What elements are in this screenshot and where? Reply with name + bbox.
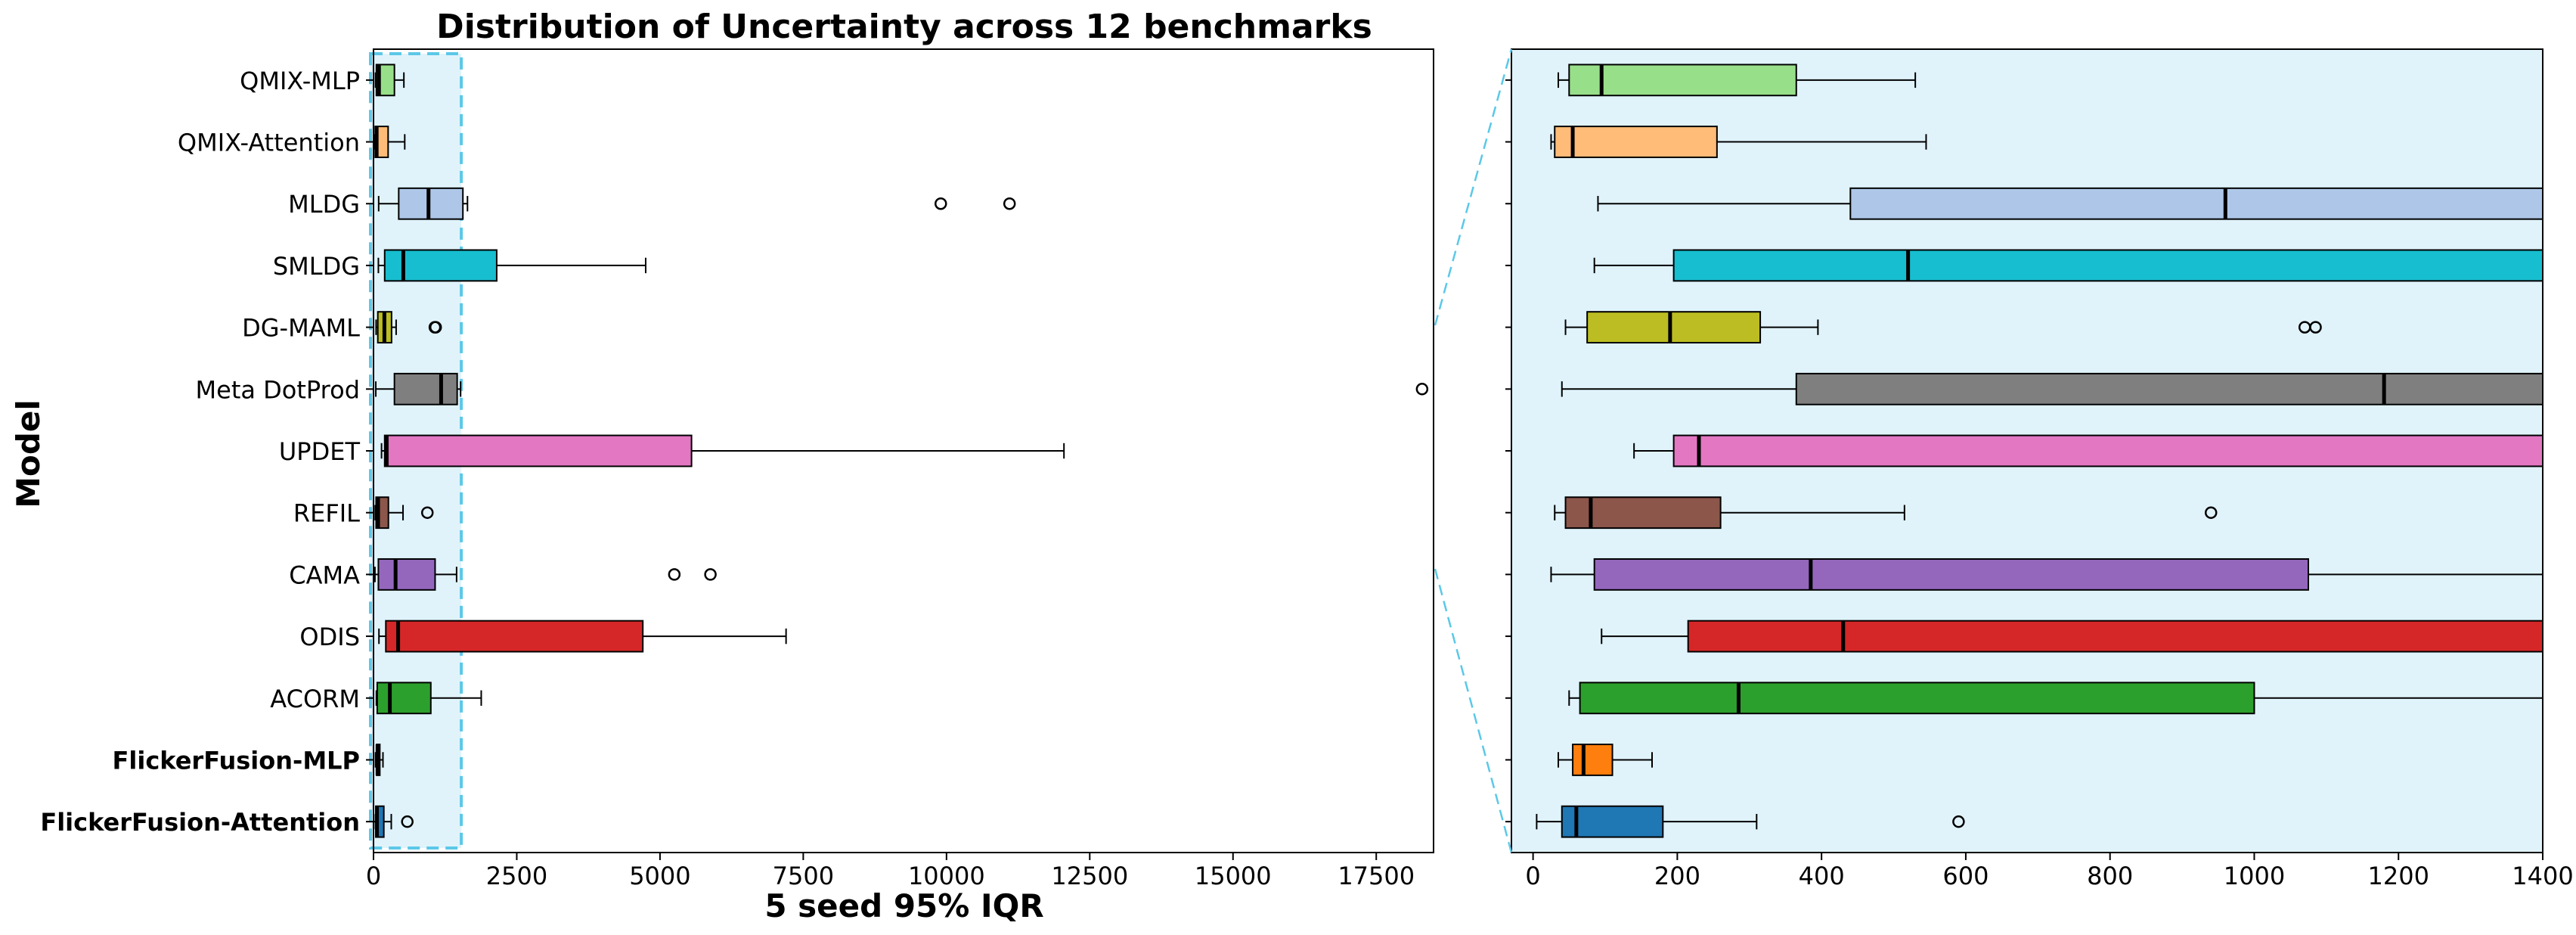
iqr-box <box>376 682 432 715</box>
main-box-dg-maml <box>375 311 442 344</box>
zoom-plot: 0 200 400 600 800 1000 1200 1400 <box>1505 48 2574 890</box>
iqr-box <box>377 558 436 591</box>
zoom-box-acorm <box>1568 682 2543 715</box>
iqr-box <box>1568 64 1797 97</box>
zoom-box-qmix-mlp <box>1558 64 1917 97</box>
outlier-point <box>2309 321 2322 334</box>
main-box-meta-dotprod <box>375 372 1429 405</box>
connector-top <box>1434 48 1513 326</box>
outlier-point <box>1952 815 1965 828</box>
main-box-refil <box>374 496 434 530</box>
outlier-point <box>401 815 414 828</box>
zoom-box-qmix-attention <box>1550 126 1927 158</box>
x-tick-label: 7500 <box>773 862 834 890</box>
zoom-box-meta-dotprod <box>1561 372 2543 405</box>
x-tick-label: 5000 <box>629 862 690 890</box>
x-tick-label: 0 <box>366 862 381 890</box>
y-tick-label: QMIX-Attention <box>178 129 360 157</box>
iqr-box <box>1687 620 2543 653</box>
outlier-point <box>704 568 717 581</box>
x-tick-label: 15000 <box>1195 862 1272 890</box>
y-tick-label: ODIS <box>299 623 360 651</box>
connector-bottom <box>1434 568 1513 853</box>
outlier-point <box>1003 197 1016 210</box>
zoom-box-odis <box>1601 620 2543 653</box>
chart-title: Distribution of Uncertainty across 12 be… <box>436 8 1372 46</box>
iqr-box <box>1849 187 2543 220</box>
main-box-acorm <box>375 682 482 715</box>
x-tick-label: 17500 <box>1338 862 1415 890</box>
main-box-cama <box>374 558 717 591</box>
main-box-flickerfusion-mlp <box>374 744 384 776</box>
zoom-x-tick-label: 1000 <box>2224 862 2285 890</box>
main-box-qmix-mlp <box>374 64 405 97</box>
zoom-x-tick-label: 1200 <box>2368 862 2429 890</box>
outlier-point <box>429 321 442 334</box>
x-tick-label: 10000 <box>908 862 985 890</box>
zoom-x-tick-label: 0 <box>1525 862 1540 890</box>
iqr-box <box>383 434 693 468</box>
zoom-x-tick-label: 800 <box>2087 862 2133 890</box>
iqr-box <box>1554 126 1718 158</box>
y-tick-label: FlickerFusion-Attention <box>40 808 360 837</box>
iqr-box <box>375 64 395 97</box>
outlier-point <box>420 506 434 519</box>
zoom-x-tick-label: 200 <box>1654 862 1700 890</box>
iqr-box <box>1672 434 2543 468</box>
outlier-point <box>2204 506 2218 519</box>
iqr-box <box>1586 311 1762 344</box>
main-box-mldg <box>377 187 1016 220</box>
main-box-odis <box>378 620 787 653</box>
zoom-box-smldg <box>1593 249 2543 282</box>
x-axis-label: 5 seed 95% IQR <box>764 887 1043 924</box>
iqr-box <box>393 372 458 405</box>
zoom-box-flickerfusion-mlp <box>1558 744 1653 776</box>
y-tick-label: UPDET <box>279 437 361 466</box>
main-box-updet <box>380 434 1065 468</box>
x-tick-label: 2500 <box>486 862 547 890</box>
x-tick-label: 12500 <box>1051 862 1128 890</box>
y-tick-label: CAMA <box>289 561 360 589</box>
iqr-box <box>1795 372 2543 405</box>
zoom-box-mldg <box>1597 187 2543 220</box>
iqr-box <box>1672 249 2543 282</box>
y-tick-label: ACORM <box>270 685 360 713</box>
main-box-smldg <box>377 249 646 282</box>
zoom-connectors <box>1434 48 1513 853</box>
iqr-box <box>398 187 464 220</box>
iqr-box <box>1572 744 1613 776</box>
iqr-box <box>1593 558 2310 591</box>
outlier-point <box>668 568 681 581</box>
y-tick-label: MLDG <box>288 190 360 219</box>
y-tick-label: SMLDG <box>273 252 360 281</box>
iqr-box <box>1579 682 2255 715</box>
zoom-box-flickerfusion-attention <box>1536 805 1965 838</box>
zoom-x-tick-label: 1400 <box>2512 862 2573 890</box>
zoom-x-tick-label: 400 <box>1799 862 1845 890</box>
outlier-point <box>1415 383 1429 396</box>
y-tick-label: DG-MAML <box>242 314 360 343</box>
iqr-box <box>385 620 644 653</box>
zoom-boxes <box>1536 64 2543 838</box>
y-tick-label: Meta DotProd <box>196 375 360 404</box>
y-tick-label: QMIX-MLP <box>240 67 360 95</box>
main-boxes <box>374 64 1429 838</box>
iqr-box <box>1564 496 1722 530</box>
iqr-box <box>1561 805 1664 838</box>
y-tick-label: REFIL <box>293 499 360 528</box>
zoom-box-cama <box>1550 558 2543 591</box>
zoom-box-refil <box>1554 496 2218 530</box>
zoom-box-dg-maml <box>1564 311 2322 344</box>
y-tick-label: FlickerFusion-MLP <box>113 746 360 775</box>
zoom-x-tick-label: 600 <box>1942 862 1989 890</box>
main-box-qmix-attention <box>374 126 406 158</box>
outlier-point <box>935 197 947 210</box>
zoom-box-updet <box>1633 434 2543 468</box>
main-plot: QMIX-MLP QMIX-Attention MLDG SMLDG DG-MAML Me… <box>40 48 1434 890</box>
y-axis-label: Model <box>10 399 47 508</box>
